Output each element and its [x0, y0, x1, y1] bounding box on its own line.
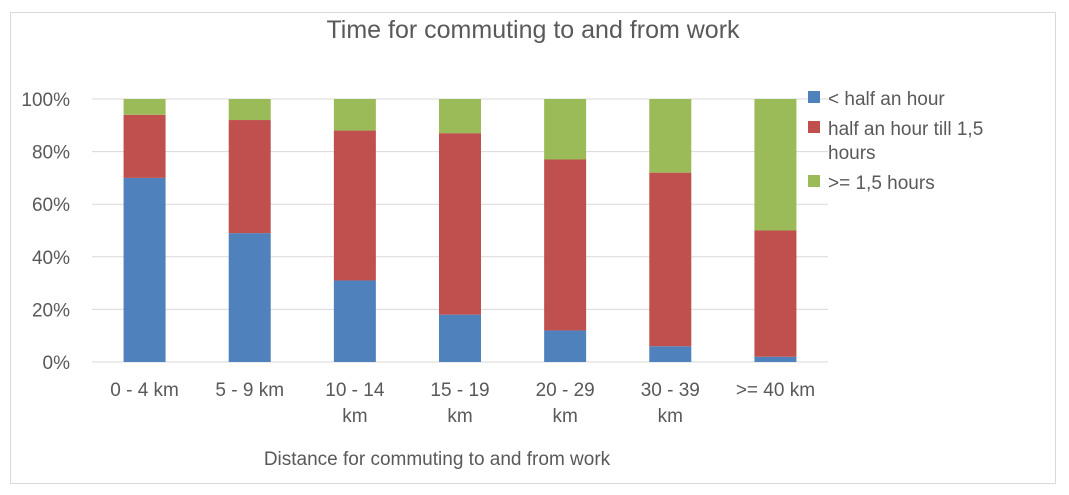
- y-tick-label: 40%: [32, 248, 70, 269]
- bar-segment: [544, 99, 587, 160]
- x-axis-tick-labels: 0 - 4 km 5 - 9 km 10 - 14 km 15 - 19 km 20 - 2…: [110, 380, 815, 427]
- legend-item: half an hour till 1,5 hours: [808, 119, 983, 164]
- x-axis-title: Distance for commuting to and from work: [264, 449, 611, 470]
- y-tick-label: 20%: [32, 300, 70, 321]
- bar-segment: [649, 172, 692, 347]
- x-tick-label: 0 - 4 km: [110, 380, 179, 401]
- legend-label: >= 1,5 hours: [828, 173, 935, 194]
- bar-segment: [333, 280, 376, 362]
- bar-segment: [649, 99, 692, 173]
- bar-segment: [228, 233, 271, 362]
- y-tick-label: 60%: [32, 195, 70, 216]
- bar-segment: [754, 356, 797, 362]
- legend-swatch: [808, 91, 820, 103]
- x-tick-label: 10 - 14 km: [325, 380, 385, 427]
- legend: < half an hour half an hour till 1,5 hours…: [808, 89, 983, 194]
- bar-segment: [228, 99, 271, 121]
- bar-segment: [754, 230, 797, 357]
- x-tick-label: 5 - 9 km: [215, 380, 284, 401]
- legend-label: half an hour till 1,5 hours: [828, 119, 983, 164]
- y-tick-label: 80%: [32, 143, 70, 164]
- legend-label: < half an hour: [828, 89, 945, 110]
- bar-segment: [123, 114, 166, 178]
- chart-title: Time for commuting to and from work: [326, 16, 740, 44]
- bar-segment: [649, 346, 692, 362]
- bar-segment: [439, 133, 481, 315]
- bar-segment: [439, 314, 481, 362]
- bar-segment: [228, 120, 271, 234]
- chart-frame: [10, 12, 1056, 484]
- bars: [123, 99, 797, 362]
- bar-segment: [333, 130, 376, 281]
- legend-item: >= 1,5 hours: [808, 173, 935, 194]
- bar-segment: [333, 99, 376, 131]
- legend-swatch: [808, 175, 820, 187]
- x-tick-label: 30 - 39 km: [641, 380, 700, 427]
- y-tick-label: 0%: [43, 353, 71, 374]
- bar-segment: [439, 99, 481, 134]
- legend-item: < half an hour: [808, 89, 945, 110]
- x-tick-label: 15 - 19 km: [430, 380, 489, 427]
- bar-segment: [123, 177, 166, 362]
- legend-swatch: [808, 121, 820, 133]
- bar-segment: [754, 99, 797, 231]
- x-tick-label: >= 40 km: [736, 380, 815, 401]
- bar-segment: [544, 159, 587, 331]
- bar-segment: [544, 330, 587, 362]
- y-axis-tick-labels: 0% 20% 40% 60% 80% 100%: [21, 90, 70, 374]
- y-tick-label: 100%: [21, 90, 70, 111]
- bar-segment: [123, 99, 166, 115]
- x-tick-label: 20 - 29 km: [536, 380, 595, 427]
